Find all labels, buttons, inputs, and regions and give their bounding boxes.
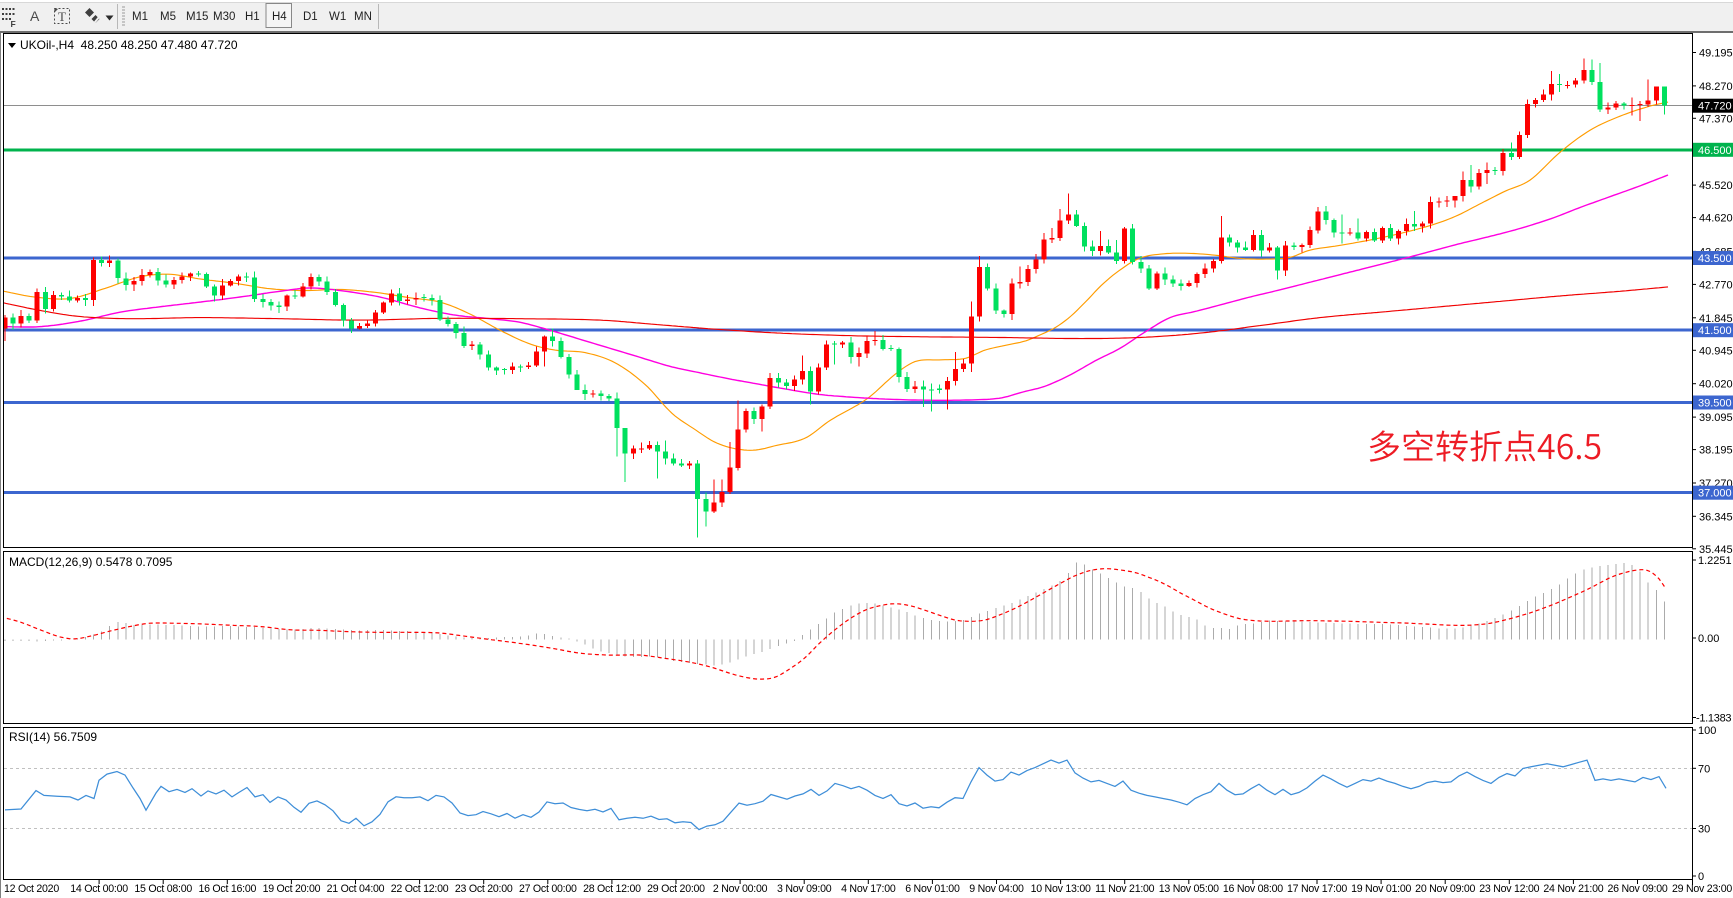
svg-text:1.2251: 1.2251 bbox=[1698, 555, 1732, 567]
svg-text:A: A bbox=[30, 8, 40, 24]
svg-text:17 Nov 17:00: 17 Nov 17:00 bbox=[1287, 883, 1347, 895]
svg-text:10 Nov 13:00: 10 Nov 13:00 bbox=[1031, 883, 1091, 895]
svg-text:23 Nov 12:00: 23 Nov 12:00 bbox=[1479, 883, 1539, 895]
svg-text:M5: M5 bbox=[160, 11, 176, 23]
svg-text:49.195: 49.195 bbox=[1699, 48, 1733, 60]
svg-text:42.770: 42.770 bbox=[1699, 279, 1733, 291]
svg-text:45.520: 45.520 bbox=[1699, 180, 1733, 192]
svg-text:2 Nov 00:00: 2 Nov 00:00 bbox=[713, 883, 768, 895]
svg-text:47.370: 47.370 bbox=[1699, 113, 1733, 125]
svg-text:16 Oct 16:00: 16 Oct 16:00 bbox=[198, 883, 256, 895]
svg-text:39.500: 39.500 bbox=[1698, 398, 1732, 410]
svg-text:41.845: 41.845 bbox=[1699, 313, 1733, 325]
svg-text:37.000: 37.000 bbox=[1698, 488, 1732, 500]
svg-text:M30: M30 bbox=[213, 11, 235, 23]
svg-text:T: T bbox=[58, 9, 66, 24]
svg-text:40.945: 40.945 bbox=[1699, 345, 1733, 357]
svg-text:3 Nov 09:00: 3 Nov 09:00 bbox=[777, 883, 832, 895]
svg-text:RSI(14) 56.7509: RSI(14) 56.7509 bbox=[9, 730, 97, 744]
svg-text:14 Oct 00:00: 14 Oct 00:00 bbox=[70, 883, 128, 895]
svg-text:35.445: 35.445 bbox=[1699, 544, 1733, 556]
svg-text:0.00: 0.00 bbox=[1698, 633, 1719, 645]
svg-text:28 Oct 12:00: 28 Oct 12:00 bbox=[583, 883, 641, 895]
svg-text:24 Nov 21:00: 24 Nov 21:00 bbox=[1543, 883, 1603, 895]
svg-text:46.500: 46.500 bbox=[1698, 145, 1732, 157]
svg-text:H1: H1 bbox=[245, 11, 260, 23]
svg-text:23 Oct 20:00: 23 Oct 20:00 bbox=[455, 883, 513, 895]
svg-text:47.720: 47.720 bbox=[1698, 101, 1732, 113]
svg-text:M1: M1 bbox=[132, 11, 148, 23]
svg-text:30: 30 bbox=[1698, 824, 1710, 836]
svg-text:W1: W1 bbox=[329, 11, 346, 23]
svg-text:26 Nov 09:00: 26 Nov 09:00 bbox=[1607, 883, 1667, 895]
svg-text:9 Nov 04:00: 9 Nov 04:00 bbox=[969, 883, 1024, 895]
svg-text:13 Nov 05:00: 13 Nov 05:00 bbox=[1159, 883, 1219, 895]
svg-text:27 Oct 00:00: 27 Oct 00:00 bbox=[519, 883, 577, 895]
svg-text:11 Nov 21:00: 11 Nov 21:00 bbox=[1095, 883, 1155, 895]
svg-text:F: F bbox=[11, 19, 16, 29]
svg-text:UKOil-,H4 48.250 48.250 47.48: UKOil-,H4 48.250 48.250 47.480 47.720 bbox=[20, 38, 238, 52]
svg-text:19 Oct 20:00: 19 Oct 20:00 bbox=[263, 883, 321, 895]
svg-text:H4: H4 bbox=[272, 11, 287, 23]
svg-text:20 Nov 09:00: 20 Nov 09:00 bbox=[1415, 883, 1475, 895]
svg-text:70: 70 bbox=[1698, 763, 1710, 775]
svg-text:40.020: 40.020 bbox=[1699, 379, 1733, 391]
svg-text:-1.1383: -1.1383 bbox=[1696, 713, 1731, 725]
svg-text:M15: M15 bbox=[186, 11, 208, 23]
svg-text:48.270: 48.270 bbox=[1699, 81, 1733, 93]
svg-text:MACD(12,26,9) 0.5478 0.7095: MACD(12,26,9) 0.5478 0.7095 bbox=[9, 555, 173, 569]
svg-text:100: 100 bbox=[1698, 725, 1716, 737]
svg-text:6 Nov 01:00: 6 Nov 01:00 bbox=[905, 883, 960, 895]
svg-text:39.095: 39.095 bbox=[1699, 412, 1733, 424]
svg-text:0: 0 bbox=[1698, 871, 1704, 883]
svg-text:44.620: 44.620 bbox=[1699, 213, 1733, 225]
svg-text:19 Nov 01:00: 19 Nov 01:00 bbox=[1351, 883, 1411, 895]
svg-text:16 Nov 08:00: 16 Nov 08:00 bbox=[1223, 883, 1283, 895]
svg-text:22 Oct 12:00: 22 Oct 12:00 bbox=[391, 883, 449, 895]
svg-text:15 Oct 08:00: 15 Oct 08:00 bbox=[134, 883, 192, 895]
svg-text:38.195: 38.195 bbox=[1699, 445, 1733, 457]
svg-text:43.500: 43.500 bbox=[1698, 253, 1732, 265]
svg-text:12 Oct 2020: 12 Oct 2020 bbox=[4, 883, 59, 895]
svg-text:29 Oct 20:00: 29 Oct 20:00 bbox=[647, 883, 705, 895]
svg-text:29 Nov 23:00: 29 Nov 23:00 bbox=[1672, 883, 1732, 895]
svg-text:MN: MN bbox=[354, 11, 372, 23]
svg-text:D1: D1 bbox=[303, 11, 318, 23]
svg-text:21 Oct 04:00: 21 Oct 04:00 bbox=[327, 883, 385, 895]
svg-text:41.500: 41.500 bbox=[1698, 325, 1732, 337]
svg-text:4 Nov 17:00: 4 Nov 17:00 bbox=[841, 883, 896, 895]
svg-text:36.345: 36.345 bbox=[1699, 511, 1733, 523]
